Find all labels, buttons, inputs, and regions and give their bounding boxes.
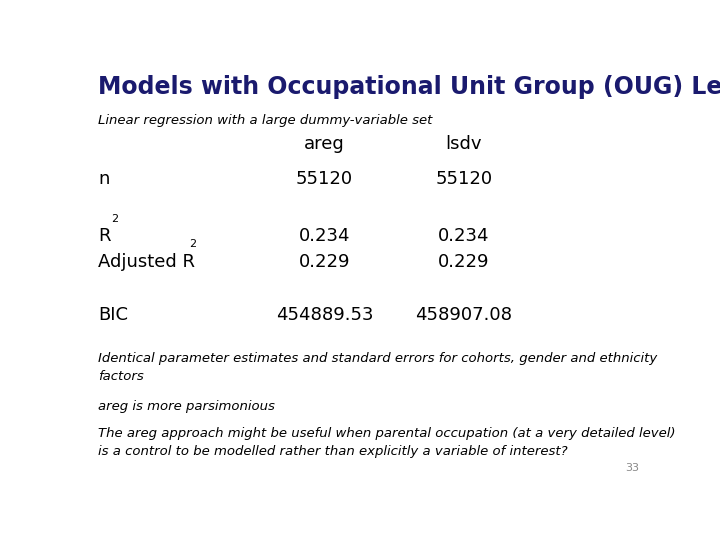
Text: The areg approach might be useful when parental occupation (at a very detailed l: The areg approach might be useful when p… <box>99 427 676 457</box>
Text: 33: 33 <box>626 463 639 473</box>
Text: Linear regression with a large dummy-variable set: Linear regression with a large dummy-var… <box>99 114 433 127</box>
Text: 2: 2 <box>111 214 118 224</box>
Text: Identical parameter estimates and standard errors for cohorts, gender and ethnic: Identical parameter estimates and standa… <box>99 352 657 383</box>
Text: 55120: 55120 <box>296 170 353 187</box>
Text: 0.229: 0.229 <box>299 253 350 271</box>
Text: 458907.08: 458907.08 <box>415 306 513 324</box>
Text: BIC: BIC <box>99 306 128 324</box>
Text: 55120: 55120 <box>436 170 492 187</box>
Text: lsdv: lsdv <box>446 136 482 153</box>
Text: Adjusted R: Adjusted R <box>99 253 195 271</box>
Text: areg: areg <box>304 136 345 153</box>
Text: 0.229: 0.229 <box>438 253 490 271</box>
Text: 454889.53: 454889.53 <box>276 306 373 324</box>
Text: 0.234: 0.234 <box>299 227 350 245</box>
Text: 2: 2 <box>189 239 197 249</box>
Text: 0.234: 0.234 <box>438 227 490 245</box>
Text: R: R <box>99 227 111 245</box>
Text: n: n <box>99 170 109 187</box>
Text: areg is more parsimonious: areg is more parsimonious <box>99 400 275 413</box>
Text: Models with Occupational Unit Group (OUG) Level: Models with Occupational Unit Group (OUG… <box>99 75 720 99</box>
